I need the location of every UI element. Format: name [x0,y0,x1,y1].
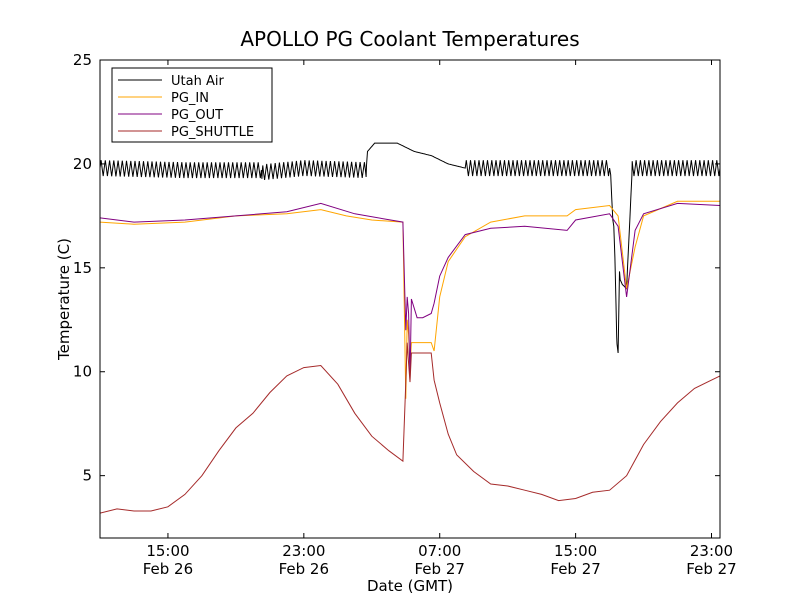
series-line-pg-in [100,200,720,399]
legend: Utah Air PG_IN PG_OUT PG_SHUTTLE [111,67,273,143]
y-tick-label: 20 [73,155,92,173]
y-tick-label: 10 [73,363,92,381]
x-tick-label-date: Feb 27 [415,560,465,578]
y-tick-label: 25 [73,51,92,69]
y-tick-label: 5 [82,467,92,485]
x-axis-label: Date (GMT) [367,577,453,595]
legend-label: PG_SHUTTLE [171,125,254,140]
x-tick-label-time: 23:00 [690,542,733,560]
x-tick-label-date: Feb 27 [550,560,600,578]
x-tick-label-time: 15:00 [146,542,189,560]
chart-title: APOLLO PG Coolant Temperatures [240,27,579,51]
series-line-pg-shuttle [100,342,720,514]
series-line-pg-out [100,202,720,381]
legend-label: Utah Air [171,74,224,89]
series-line-utah-air [100,142,720,354]
y-axis-label: Temperature (C) [55,238,73,361]
x-tick-label-date: Feb 27 [686,560,736,578]
x-tick-label-time: 07:00 [418,542,461,560]
x-tick-label-time: 23:00 [282,542,325,560]
x-tick-label-date: Feb 26 [143,560,193,578]
series-layer [100,142,720,514]
x-tick-label-date: Feb 26 [279,560,329,578]
legend-label: PG_OUT [171,108,223,123]
plot-frame [99,59,721,539]
legend-label: PG_IN [171,91,209,106]
y-tick-label: 15 [73,259,92,277]
x-tick-label-time: 15:00 [554,542,597,560]
